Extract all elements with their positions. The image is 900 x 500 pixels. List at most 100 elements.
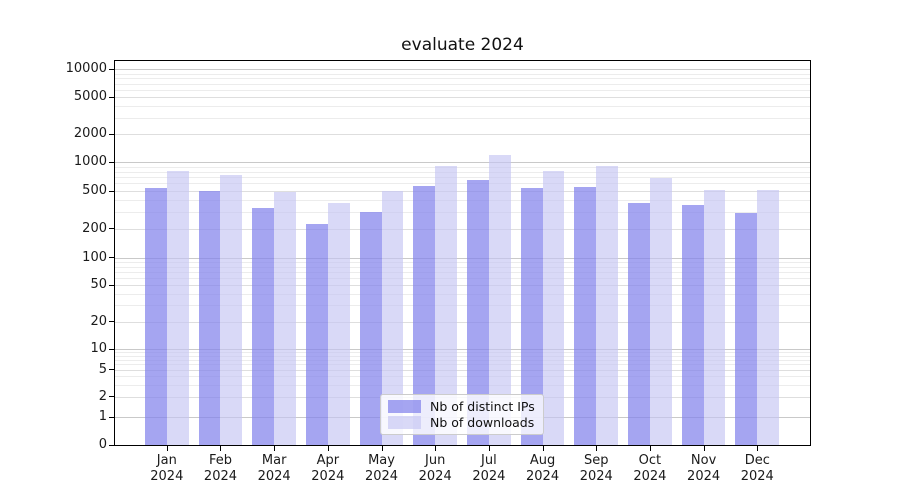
x-tick-mark xyxy=(596,446,598,451)
x-tick-label: Dec 2024 xyxy=(740,453,774,484)
minor-gridline xyxy=(115,73,810,75)
y-tick-mark xyxy=(109,416,114,418)
bar-downloads xyxy=(435,165,457,445)
gridline xyxy=(115,228,810,230)
minor-gridline xyxy=(115,294,810,296)
x-tick-mark xyxy=(220,446,222,451)
bar-distinct-ips xyxy=(145,188,167,445)
bar-distinct-ips xyxy=(306,224,328,445)
x-tick-label: Jul 2024 xyxy=(472,453,506,484)
minor-gridline xyxy=(115,177,810,179)
y-tick-mark xyxy=(109,190,114,192)
bar-downloads xyxy=(757,190,780,445)
bar-downloads xyxy=(381,191,404,445)
x-tick-mark xyxy=(274,446,276,451)
minor-gridline xyxy=(115,271,810,273)
gridline xyxy=(115,191,810,193)
y-tick-mark xyxy=(109,348,114,350)
y-tick-label: 0 xyxy=(98,437,107,452)
y-tick-label: 10 xyxy=(90,341,107,356)
y-tick-mark xyxy=(109,68,114,70)
x-tick-label: Jun 2024 xyxy=(418,453,452,484)
gridline xyxy=(115,134,810,136)
minor-gridline xyxy=(115,83,810,85)
bar-downloads xyxy=(488,155,511,445)
y-tick-mark xyxy=(109,396,114,398)
y-tick-label: 50 xyxy=(90,277,107,293)
y-tick-mark xyxy=(109,321,114,323)
minor-gridline xyxy=(115,305,810,307)
minor-gridline xyxy=(115,355,810,357)
x-tick-mark xyxy=(327,446,329,451)
minor-gridline xyxy=(115,212,810,214)
y-tick-mark xyxy=(109,96,114,98)
gridline xyxy=(115,321,810,323)
legend-label-downloads: Nb of downloads xyxy=(430,415,535,431)
x-tick-label: Oct 2024 xyxy=(633,453,667,484)
bar-distinct-ips xyxy=(681,205,704,445)
y-tick-label: 1000 xyxy=(73,154,107,170)
y-tick-label: 5 xyxy=(98,361,107,377)
minor-gridline xyxy=(115,171,810,173)
x-tick-label: Aug 2024 xyxy=(526,453,560,484)
major-gridline xyxy=(115,257,810,259)
minor-gridline xyxy=(115,78,810,80)
gridline xyxy=(115,97,810,99)
x-tick-label: Jan 2024 xyxy=(150,453,184,484)
minor-gridline xyxy=(115,166,810,168)
x-tick-mark xyxy=(649,446,651,451)
x-tick-label: Feb 2024 xyxy=(203,453,238,484)
minor-gridline xyxy=(115,200,810,202)
x-tick-label: May 2024 xyxy=(364,453,399,484)
bar-distinct-ips xyxy=(574,187,597,445)
y-tick-label: 20 xyxy=(90,313,107,329)
minor-gridline xyxy=(115,277,810,279)
bar-downloads xyxy=(649,177,672,445)
major-gridline xyxy=(115,69,810,71)
y-tick-mark xyxy=(109,133,114,135)
minor-gridline xyxy=(115,352,810,354)
y-tick-label: 10000 xyxy=(65,61,107,77)
x-tick-mark xyxy=(381,446,383,451)
bar-downloads xyxy=(274,191,296,445)
bar-distinct-ips xyxy=(735,212,758,445)
y-tick-mark xyxy=(109,284,114,286)
x-tick-mark xyxy=(488,446,490,451)
minor-gridline xyxy=(115,183,810,185)
x-tick-mark xyxy=(703,446,705,451)
minor-gridline xyxy=(115,106,810,108)
x-tick-mark xyxy=(542,446,544,451)
legend-item-downloads: Nb of downloads xyxy=(388,415,536,430)
bar-distinct-ips xyxy=(520,188,543,445)
y-tick-mark xyxy=(109,444,114,446)
minor-gridline xyxy=(115,364,810,366)
x-tick-label: Mar 2024 xyxy=(257,453,291,484)
x-tick-label: Apr 2024 xyxy=(311,453,345,484)
y-tick-mark xyxy=(109,257,114,259)
bar-distinct-ips xyxy=(198,190,221,445)
bar-downloads xyxy=(542,170,565,445)
minor-gridline xyxy=(115,359,810,361)
gridline xyxy=(115,285,810,287)
legend-swatch-distinct-ips xyxy=(388,399,421,413)
minor-gridline xyxy=(115,261,810,263)
legend-item-distinct-ips: Nb of distinct IPs xyxy=(388,399,536,414)
x-tick-mark xyxy=(435,446,437,451)
y-tick-label: 500 xyxy=(82,183,107,199)
bar-downloads xyxy=(596,166,619,445)
bar-distinct-ips xyxy=(413,186,436,445)
bar-distinct-ips xyxy=(467,180,489,445)
legend: Nb of distinct IPs Nb of downloads xyxy=(380,394,544,435)
bar-downloads xyxy=(166,171,189,445)
y-tick-label: 100 xyxy=(82,249,107,265)
y-tick-mark xyxy=(109,228,114,230)
bar-distinct-ips xyxy=(628,203,650,445)
minor-gridline xyxy=(115,89,810,91)
y-tick-label: 200 xyxy=(82,220,107,236)
gridline xyxy=(115,369,810,371)
bar-downloads xyxy=(703,190,726,445)
legend-label-distinct-ips: Nb of distinct IPs xyxy=(430,398,535,414)
bar-distinct-ips xyxy=(359,212,382,445)
chart-title: evaluate 2024 xyxy=(401,35,524,55)
